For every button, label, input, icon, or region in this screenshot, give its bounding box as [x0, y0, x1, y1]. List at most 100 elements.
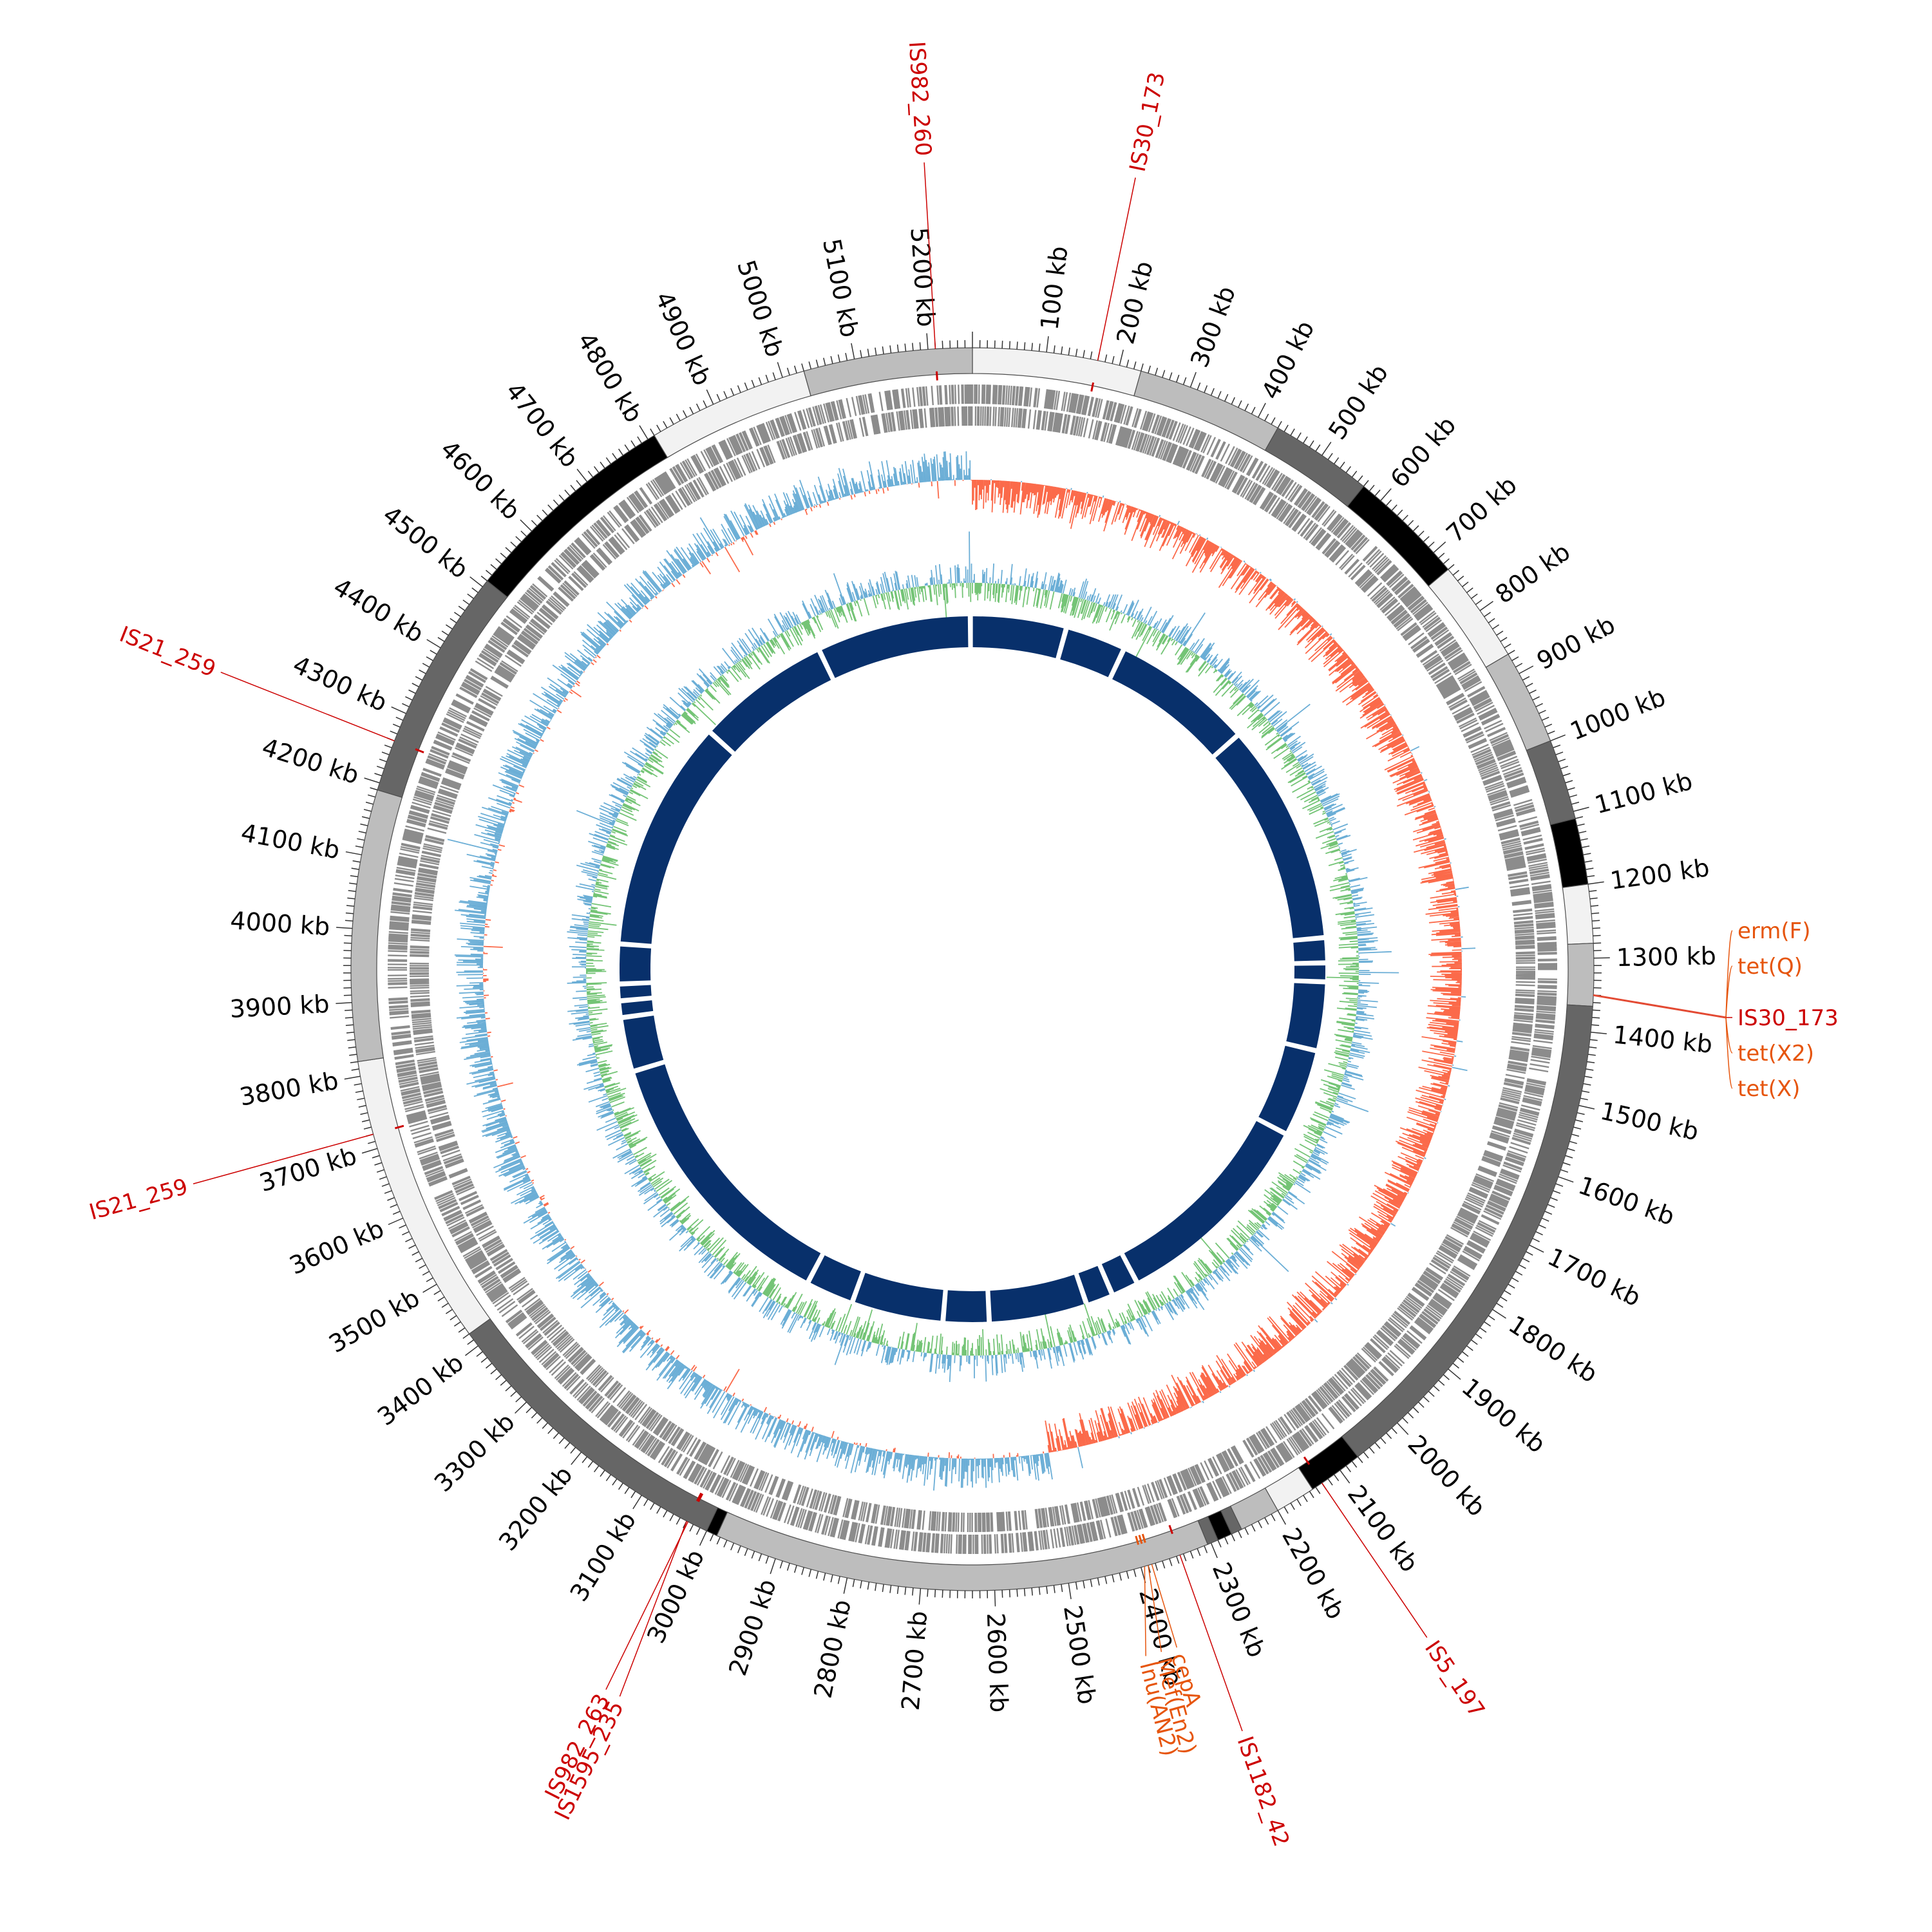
blast-hit-segment — [1060, 629, 1121, 677]
contig-segment — [1562, 884, 1594, 945]
scale-label: 1200 kb — [1609, 853, 1711, 895]
scale-label: 4000 kb — [229, 906, 330, 941]
blast-hit-segment — [822, 616, 969, 678]
feature-annotations: IS982_260 IS30_173IS5_197IS1182_42IS1595_… — [86, 41, 1839, 1850]
scale-label: 3800 kb — [238, 1066, 341, 1112]
scale-label: 4200 kb — [259, 733, 363, 790]
resistance-gene-marker — [1138, 1535, 1143, 1544]
resistance-gene-leader — [1148, 1565, 1162, 1653]
cluster-label: tet(Q) — [1738, 954, 1803, 980]
is-element-label: IS21_259 — [116, 621, 220, 683]
is-element-marker — [415, 748, 424, 753]
scale-label: 300 kb — [1185, 282, 1241, 371]
blast-hit-segment — [1215, 737, 1324, 938]
is-element-marker — [1303, 1456, 1311, 1465]
blast-hit-segment — [620, 946, 652, 981]
scale-label: 3700 kb — [256, 1141, 360, 1197]
scale-label: 4300 kb — [289, 650, 391, 717]
blast-hit-segment — [635, 1064, 821, 1281]
resistance-gene-marker — [1135, 1535, 1140, 1546]
blast-hit-segment — [810, 1255, 861, 1301]
cluster-leader — [1593, 994, 1727, 1019]
is-element-marker — [1090, 382, 1095, 392]
is-element-label: IS1182_42 — [1232, 1733, 1294, 1850]
scale-label: 3300 kb — [429, 1408, 520, 1497]
contig-segment — [1549, 818, 1589, 889]
scale-label: 400 kb — [1256, 316, 1320, 404]
contig-segment — [803, 347, 973, 397]
gc-content-above-mean — [567, 531, 1399, 1382]
blast-hit-segment — [1078, 1265, 1110, 1303]
is-element-leader — [193, 1133, 374, 1184]
scale-label: 1100 kb — [1592, 766, 1696, 819]
blast-hit-segment — [945, 1290, 987, 1323]
resistance-gene-leader — [1151, 1564, 1178, 1648]
scale-label: 4900 kb — [650, 287, 717, 390]
contig-ring — [350, 347, 1595, 1591]
scale-label: 600 kb — [1385, 411, 1461, 493]
cluster-label: tet(X2) — [1738, 1041, 1814, 1066]
is-element-leader — [619, 1520, 687, 1697]
scale-label: 1800 kb — [1504, 1310, 1603, 1388]
is-element-leader — [605, 1521, 688, 1690]
contig-segment — [1526, 740, 1576, 826]
blast-hit-segment — [620, 734, 732, 944]
scale-label: 1700 kb — [1543, 1242, 1645, 1312]
cluster-label: erm(F) — [1738, 918, 1811, 944]
blast-hit-segment — [855, 1273, 943, 1321]
blast-hit-segment — [621, 1000, 654, 1016]
blast-hit-segment — [1112, 651, 1236, 755]
is-element-label: IS30_173 — [1125, 70, 1171, 175]
is-element-leader — [220, 672, 395, 742]
scale-label: 100 kb — [1035, 245, 1073, 332]
scale-label: 2100 kb — [1342, 1480, 1424, 1577]
blast-hit-segment — [1124, 1121, 1284, 1281]
is-element-marker — [697, 1493, 704, 1502]
contig-segment — [1566, 943, 1595, 1007]
is-element-label: IS982_260 — [904, 41, 936, 156]
scale-label: 1500 kb — [1598, 1097, 1701, 1146]
is-element-marker — [394, 1124, 404, 1130]
is-element-label: IS5_197 — [1419, 1636, 1490, 1722]
scale-label: 500 kb — [1323, 359, 1394, 445]
scale-label: 900 kb — [1532, 611, 1620, 676]
blast-hit-segment — [990, 1274, 1084, 1322]
scale-label: 2200 kb — [1276, 1523, 1350, 1624]
contig-segment — [1485, 654, 1551, 751]
gc-content-below-mean — [585, 582, 1359, 1356]
blast-hit-segment — [1101, 1255, 1135, 1293]
blast-hit-segment — [623, 1016, 664, 1069]
is-element-leader — [1179, 1555, 1243, 1732]
gc-content-track — [567, 531, 1399, 1382]
scale-label: 3600 kb — [285, 1214, 388, 1280]
scale-label: 5200 kb — [905, 226, 940, 328]
cluster-label: IS30_173 — [1738, 1005, 1839, 1031]
scale-label: 1900 kb — [1456, 1372, 1551, 1458]
cluster-label: tet(X) — [1738, 1076, 1800, 1102]
cds-forward-strand — [387, 384, 1558, 1555]
cluster-connector — [1725, 1017, 1733, 1089]
cluster-connector — [1725, 930, 1733, 1018]
cds-reverse-strand — [409, 406, 1536, 1533]
scale-label: 2600 kb — [981, 1613, 1014, 1713]
scale-label: 3500 kb — [324, 1283, 424, 1358]
contig-segment — [972, 347, 1142, 397]
gc-skew-track — [447, 451, 1476, 1491]
is-element-marker — [935, 371, 938, 381]
gc-skew-positive — [447, 451, 1476, 1491]
blast-hit-segment — [712, 652, 831, 752]
resistance-gene-marker — [1141, 1533, 1146, 1543]
blast-hit-segment — [1258, 1045, 1316, 1132]
blast-hit-segment — [1294, 965, 1325, 980]
scale-label: 1600 kb — [1575, 1171, 1678, 1231]
scale-label: 2000 kb — [1402, 1430, 1491, 1522]
is-element-leader — [923, 162, 936, 349]
scale-ticks — [336, 332, 1610, 1607]
scale-label: 2900 kb — [723, 1575, 782, 1679]
scale-label: 3900 kb — [229, 990, 330, 1023]
scale-label: 3200 kb — [493, 1461, 578, 1556]
scale-label: 4600 kb — [435, 435, 526, 525]
is-element-marker — [1168, 1524, 1173, 1535]
scale-label: 800 kb — [1490, 537, 1575, 609]
